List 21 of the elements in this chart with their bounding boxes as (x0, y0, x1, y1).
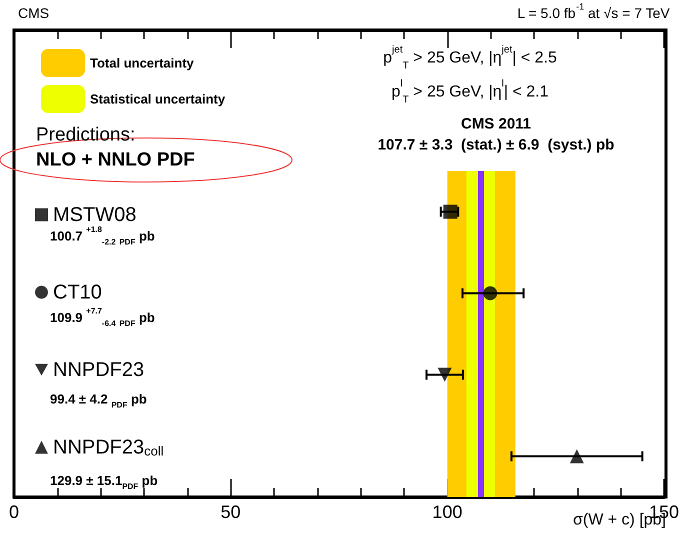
legend-label: Statistical uncertainty (90, 92, 226, 106)
x-tick-label: 50 (220, 502, 241, 522)
point (438, 368, 452, 382)
text: NLO + NNLO PDF (36, 150, 195, 170)
text: CMS 2011 (460, 116, 532, 132)
point (483, 286, 498, 300)
annotation: 99.4 ± 4.2 PDF pb (50, 391, 147, 410)
point (570, 449, 584, 464)
legend-label: Total uncertainty (90, 56, 195, 70)
x-tick-label: 100 (432, 502, 462, 522)
legend-label: MSTW08 (53, 204, 136, 226)
text: Predictions: (36, 124, 136, 146)
annotation: 109.9 +7.7-6.4 PDF pb (50, 306, 155, 328)
legend-label: CT10 (53, 281, 102, 304)
text: 107.7 ± 3.3 (stat.) ± 6.9 (syst.) pb (378, 136, 614, 154)
x-tick-label: 0 (8, 502, 20, 522)
annotation: 100.7 +1.8-2.2 PDF pb (50, 224, 155, 247)
legend-label: NNPDF23coll (53, 436, 164, 458)
chart-title: CMS (18, 5, 50, 21)
point (443, 204, 458, 219)
legend-label: NNPDF23 (53, 358, 144, 381)
